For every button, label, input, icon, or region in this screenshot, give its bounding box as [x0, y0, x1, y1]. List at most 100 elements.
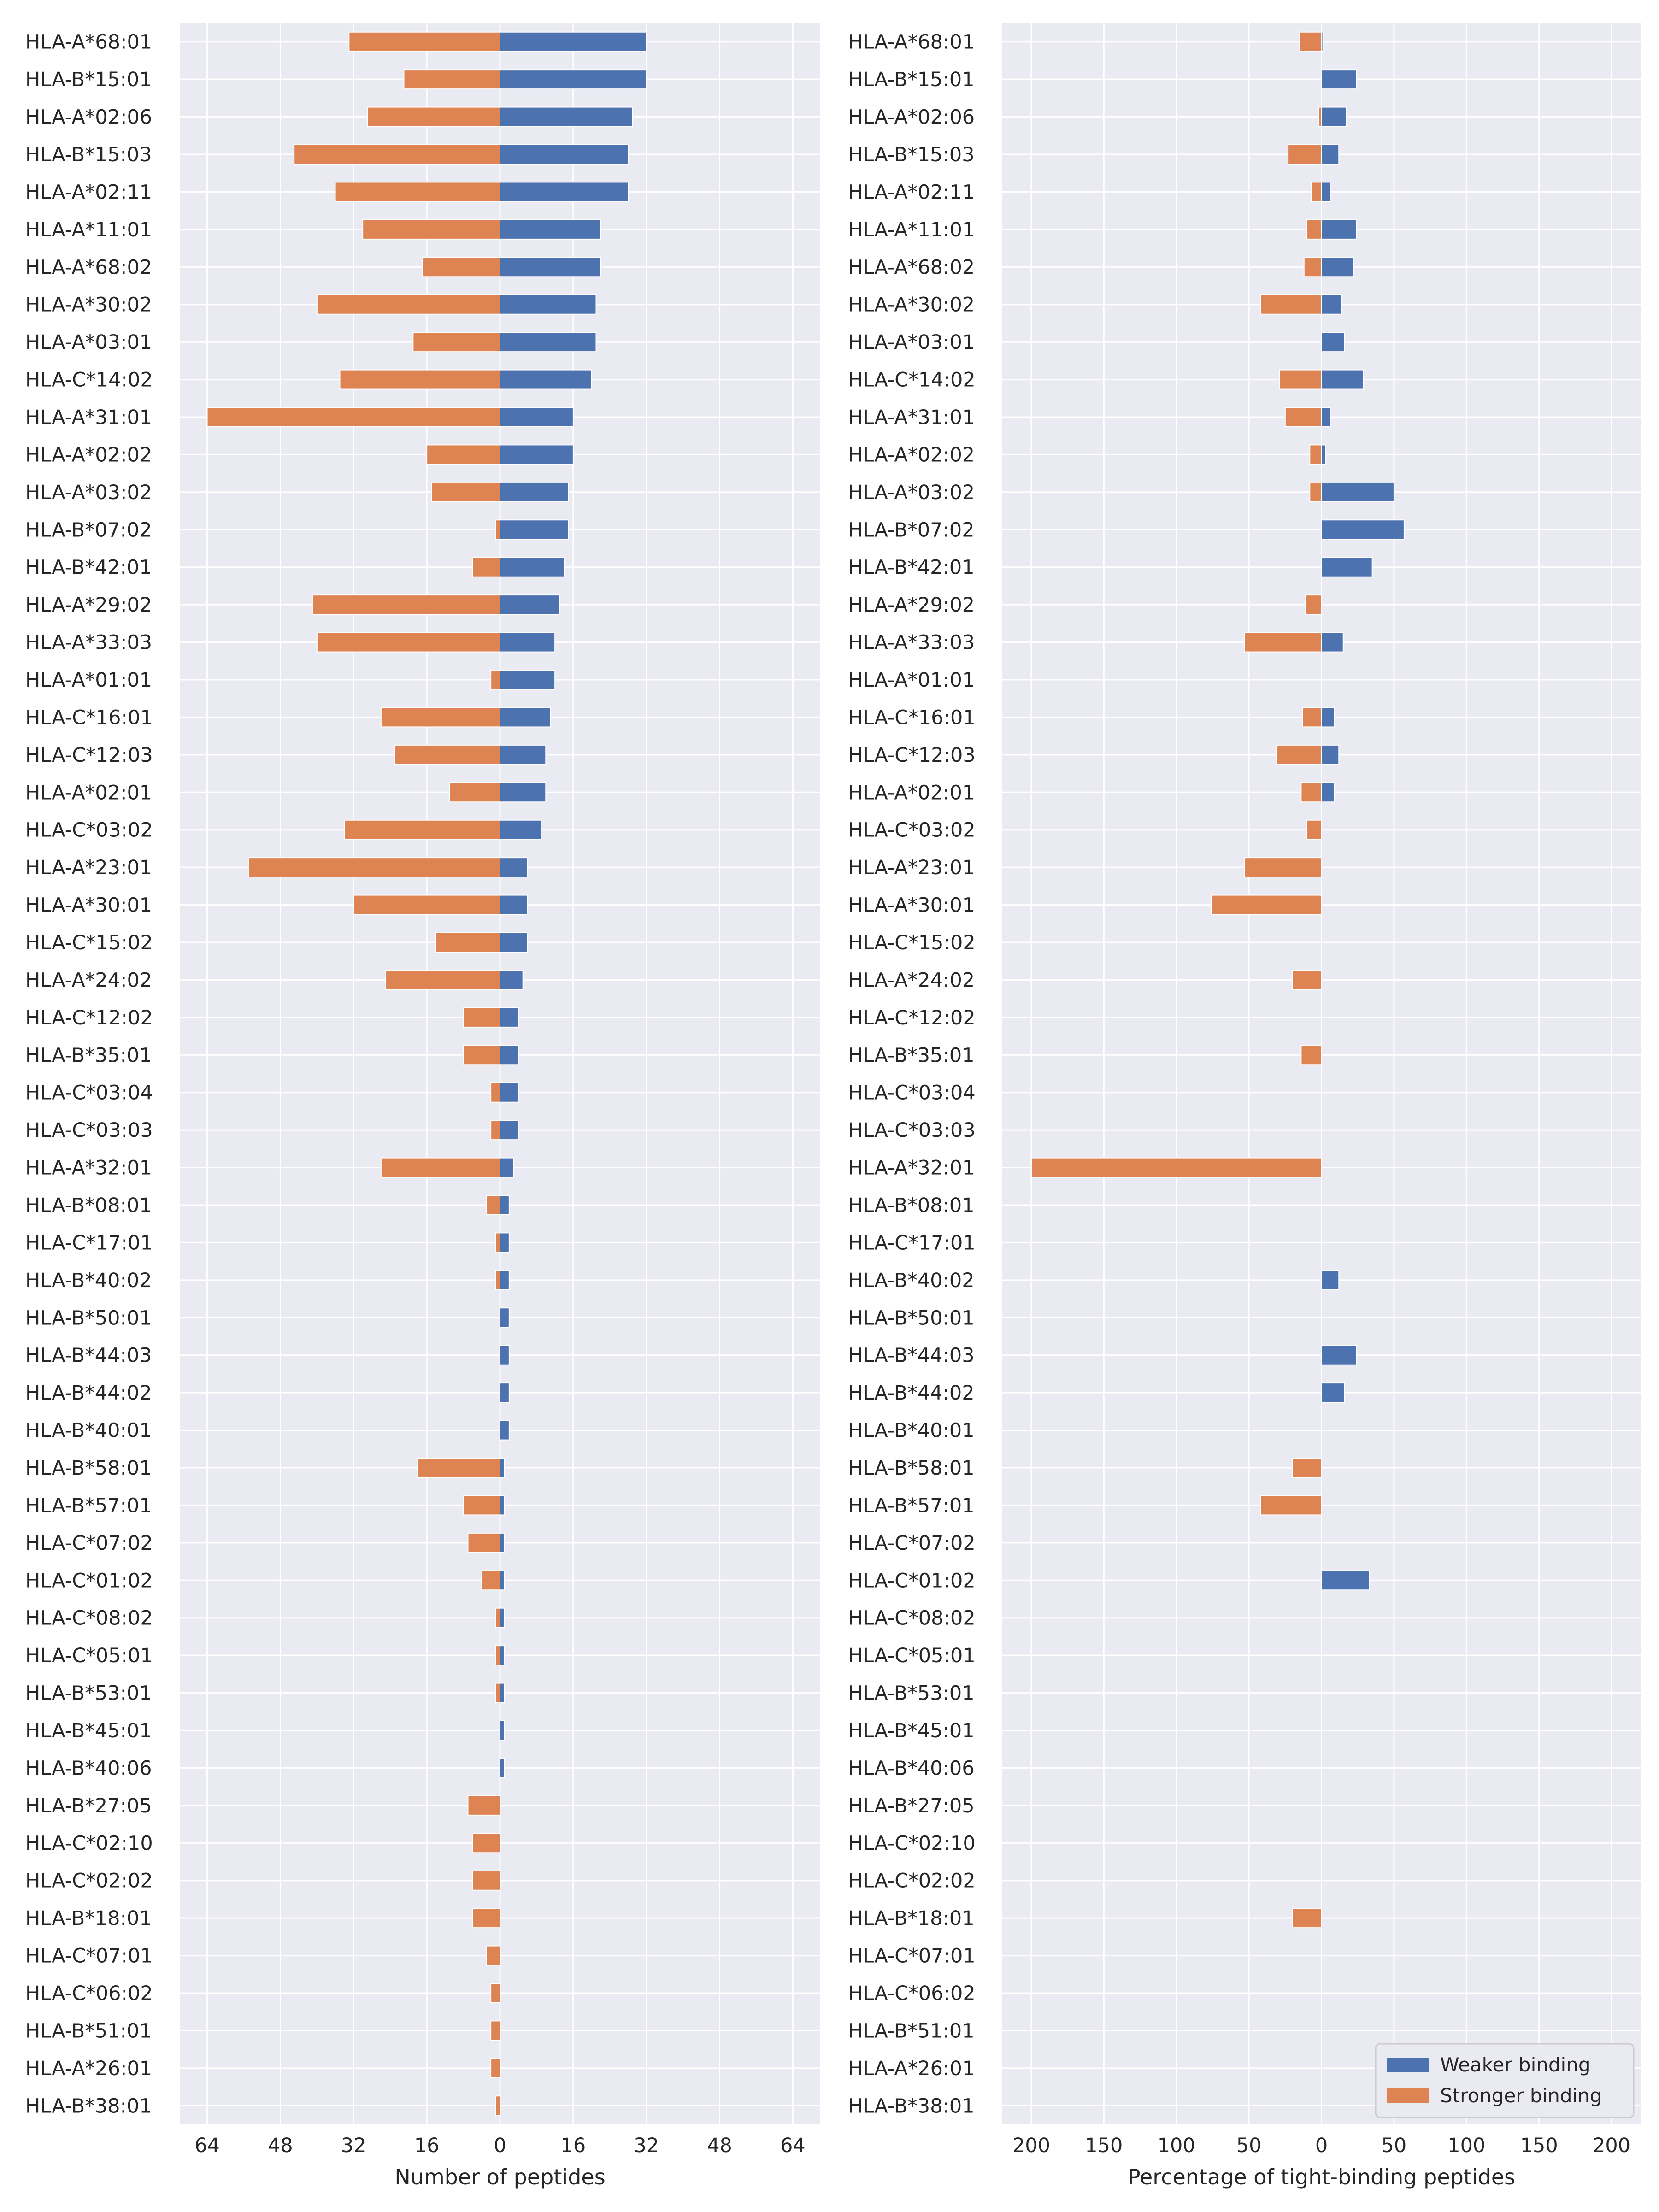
- bar-weaker-binding: [1321, 519, 1405, 540]
- bar-stronger-binding: [417, 1458, 500, 1478]
- bar-weaker-binding: [500, 369, 592, 390]
- x-tick-label: 32: [634, 2134, 659, 2157]
- bar-stronger-binding: [1306, 819, 1322, 840]
- bar-stronger-binding: [348, 31, 500, 52]
- bar-stronger-binding: [316, 294, 500, 315]
- bar-weaker-binding: [500, 1082, 519, 1103]
- bar-weaker-binding: [1321, 632, 1344, 653]
- bar-weaker-binding: [500, 1758, 505, 1778]
- bar-stronger-binding: [1292, 1458, 1322, 1478]
- bar-stronger-binding: [1279, 369, 1322, 390]
- bar-weaker-binding: [1321, 257, 1354, 277]
- bar-stronger-binding: [1288, 144, 1322, 165]
- bar-stronger-binding: [403, 69, 500, 90]
- x-tick-label: 100: [1447, 2134, 1485, 2157]
- bar-weaker-binding: [500, 332, 597, 353]
- bar-stronger-binding: [490, 670, 500, 690]
- bar-weaker-binding: [500, 106, 633, 127]
- category-label: HLA-A*02:02: [25, 443, 152, 466]
- x-tick-label: 50: [1236, 2134, 1262, 2157]
- category-label: HLA-C*07:02: [848, 1532, 976, 1555]
- bar-weaker-binding: [500, 1720, 505, 1741]
- bar-stronger-binding: [490, 2020, 500, 2041]
- bar-weaker-binding: [1321, 69, 1357, 90]
- category-label: HLA-C*14:02: [848, 369, 976, 392]
- bar-stronger-binding: [362, 219, 501, 240]
- category-label: HLA-C*08:02: [848, 1607, 976, 1630]
- bar-stronger-binding: [486, 1195, 500, 1215]
- bar-weaker-binding: [500, 632, 556, 653]
- category-label: HLA-C*12:02: [848, 1006, 976, 1030]
- category-label: HLA-B*57:01: [25, 1494, 152, 1517]
- category-label: HLA-B*57:01: [848, 1494, 975, 1517]
- category-label: HLA-C*12:03: [848, 744, 976, 767]
- category-label: HLA-A*26:01: [848, 2057, 975, 2080]
- bar-stronger-binding: [431, 482, 500, 502]
- bar-stronger-binding: [1309, 444, 1322, 465]
- bar-stronger-binding: [335, 182, 500, 202]
- x-tick-label: 50: [1382, 2134, 1407, 2157]
- category-label: HLA-B*15:01: [848, 68, 975, 91]
- bar-weaker-binding: [500, 1645, 505, 1666]
- category-label: HLA-A*02:01: [25, 781, 152, 804]
- bar-weaker-binding: [500, 557, 565, 577]
- category-label: HLA-A*68:01: [848, 31, 975, 54]
- category-label: HLA-B*15:03: [848, 143, 975, 166]
- bar-stronger-binding: [495, 1232, 500, 1253]
- bar-stronger-binding: [1300, 1045, 1322, 1065]
- category-label: HLA-B*07:02: [25, 518, 152, 541]
- x-tick-label: 200: [1012, 2134, 1050, 2157]
- category-label: HLA-B*07:02: [848, 518, 975, 541]
- x-tick-label: 64: [194, 2134, 220, 2157]
- bar-stronger-binding: [490, 1120, 500, 1141]
- category-label: HLA-B*44:02: [848, 1382, 975, 1405]
- category-label: HLA-B*15:03: [25, 143, 152, 166]
- bar-weaker-binding: [500, 69, 647, 90]
- bar-stronger-binding: [472, 557, 501, 577]
- category-label: HLA-A*11:01: [848, 218, 975, 241]
- bar-stronger-binding: [490, 2058, 500, 2078]
- bar-stronger-binding: [385, 970, 500, 990]
- bar-weaker-binding: [500, 744, 547, 765]
- bar-stronger-binding: [495, 1270, 500, 1290]
- peptide-count-x-tick-labels: 64 48 32 16 0 16 32 48 64: [194, 2134, 806, 2157]
- bar-weaker-binding: [1321, 106, 1347, 127]
- bar-weaker-binding: [500, 482, 569, 502]
- tight-binding-percentage-chart: HLA-A*68:01 HLA-B*15:01 HLA-A*02:06 HLA-B*1…: [848, 23, 1641, 2189]
- category-label: HLA-A*24:02: [848, 969, 975, 992]
- category-label: HLA-A*31:01: [848, 406, 975, 429]
- category-label: HLA-B*51:01: [25, 2019, 152, 2042]
- category-label: HLA-B*35:01: [848, 1044, 975, 1067]
- bar-weaker-binding: [1321, 482, 1394, 502]
- category-label: HLA-C*06:02: [848, 1982, 976, 2005]
- category-label: HLA-B*38:01: [25, 2094, 152, 2118]
- category-label: HLA-B*38:01: [848, 2094, 975, 2118]
- category-label: HLA-B*51:01: [848, 2019, 975, 2042]
- category-label: HLA-A*26:01: [25, 2057, 152, 2080]
- x-tick-label: 48: [268, 2134, 293, 2157]
- bar-stronger-binding: [380, 707, 500, 728]
- x-tick-label: 0: [1315, 2134, 1328, 2157]
- bar-stronger-binding: [394, 744, 501, 765]
- bar-weaker-binding: [500, 1270, 510, 1290]
- category-label: HLA-C*03:02: [848, 819, 976, 842]
- category-label: HLA-A*30:02: [25, 294, 152, 317]
- bar-weaker-binding: [1321, 219, 1357, 240]
- category-label: HLA-C*06:02: [25, 1982, 153, 2005]
- category-label: HLA-A*29:02: [25, 594, 152, 617]
- peptide-count-chart: HLA-A*68:01 HLA-B*15:01 HLA-A*02:06 HLA-B*1…: [25, 23, 820, 2189]
- category-label: HLA-B*44:03: [848, 1344, 975, 1367]
- bar-weaker-binding: [1321, 144, 1340, 165]
- bar-weaker-binding: [1321, 557, 1373, 577]
- tight-binding-x-tick-labels: 200 150 100 50 0 50 100 150 200: [1012, 2134, 1630, 2157]
- peptide-count-x-axis-label: Number of peptides: [394, 2165, 605, 2189]
- category-label: HLA-A*03:01: [25, 331, 152, 354]
- x-tick-label: 16: [414, 2134, 440, 2157]
- category-label: HLA-A*32:01: [25, 1157, 152, 1180]
- bar-weaker-binding: [500, 1195, 510, 1215]
- category-label: HLA-C*02:10: [25, 1832, 153, 1855]
- bar-stronger-binding: [1306, 219, 1322, 240]
- legend-box: [1375, 2043, 1635, 2118]
- category-label: HLA-B*44:03: [25, 1344, 152, 1367]
- category-label: HLA-A*33:03: [848, 631, 975, 654]
